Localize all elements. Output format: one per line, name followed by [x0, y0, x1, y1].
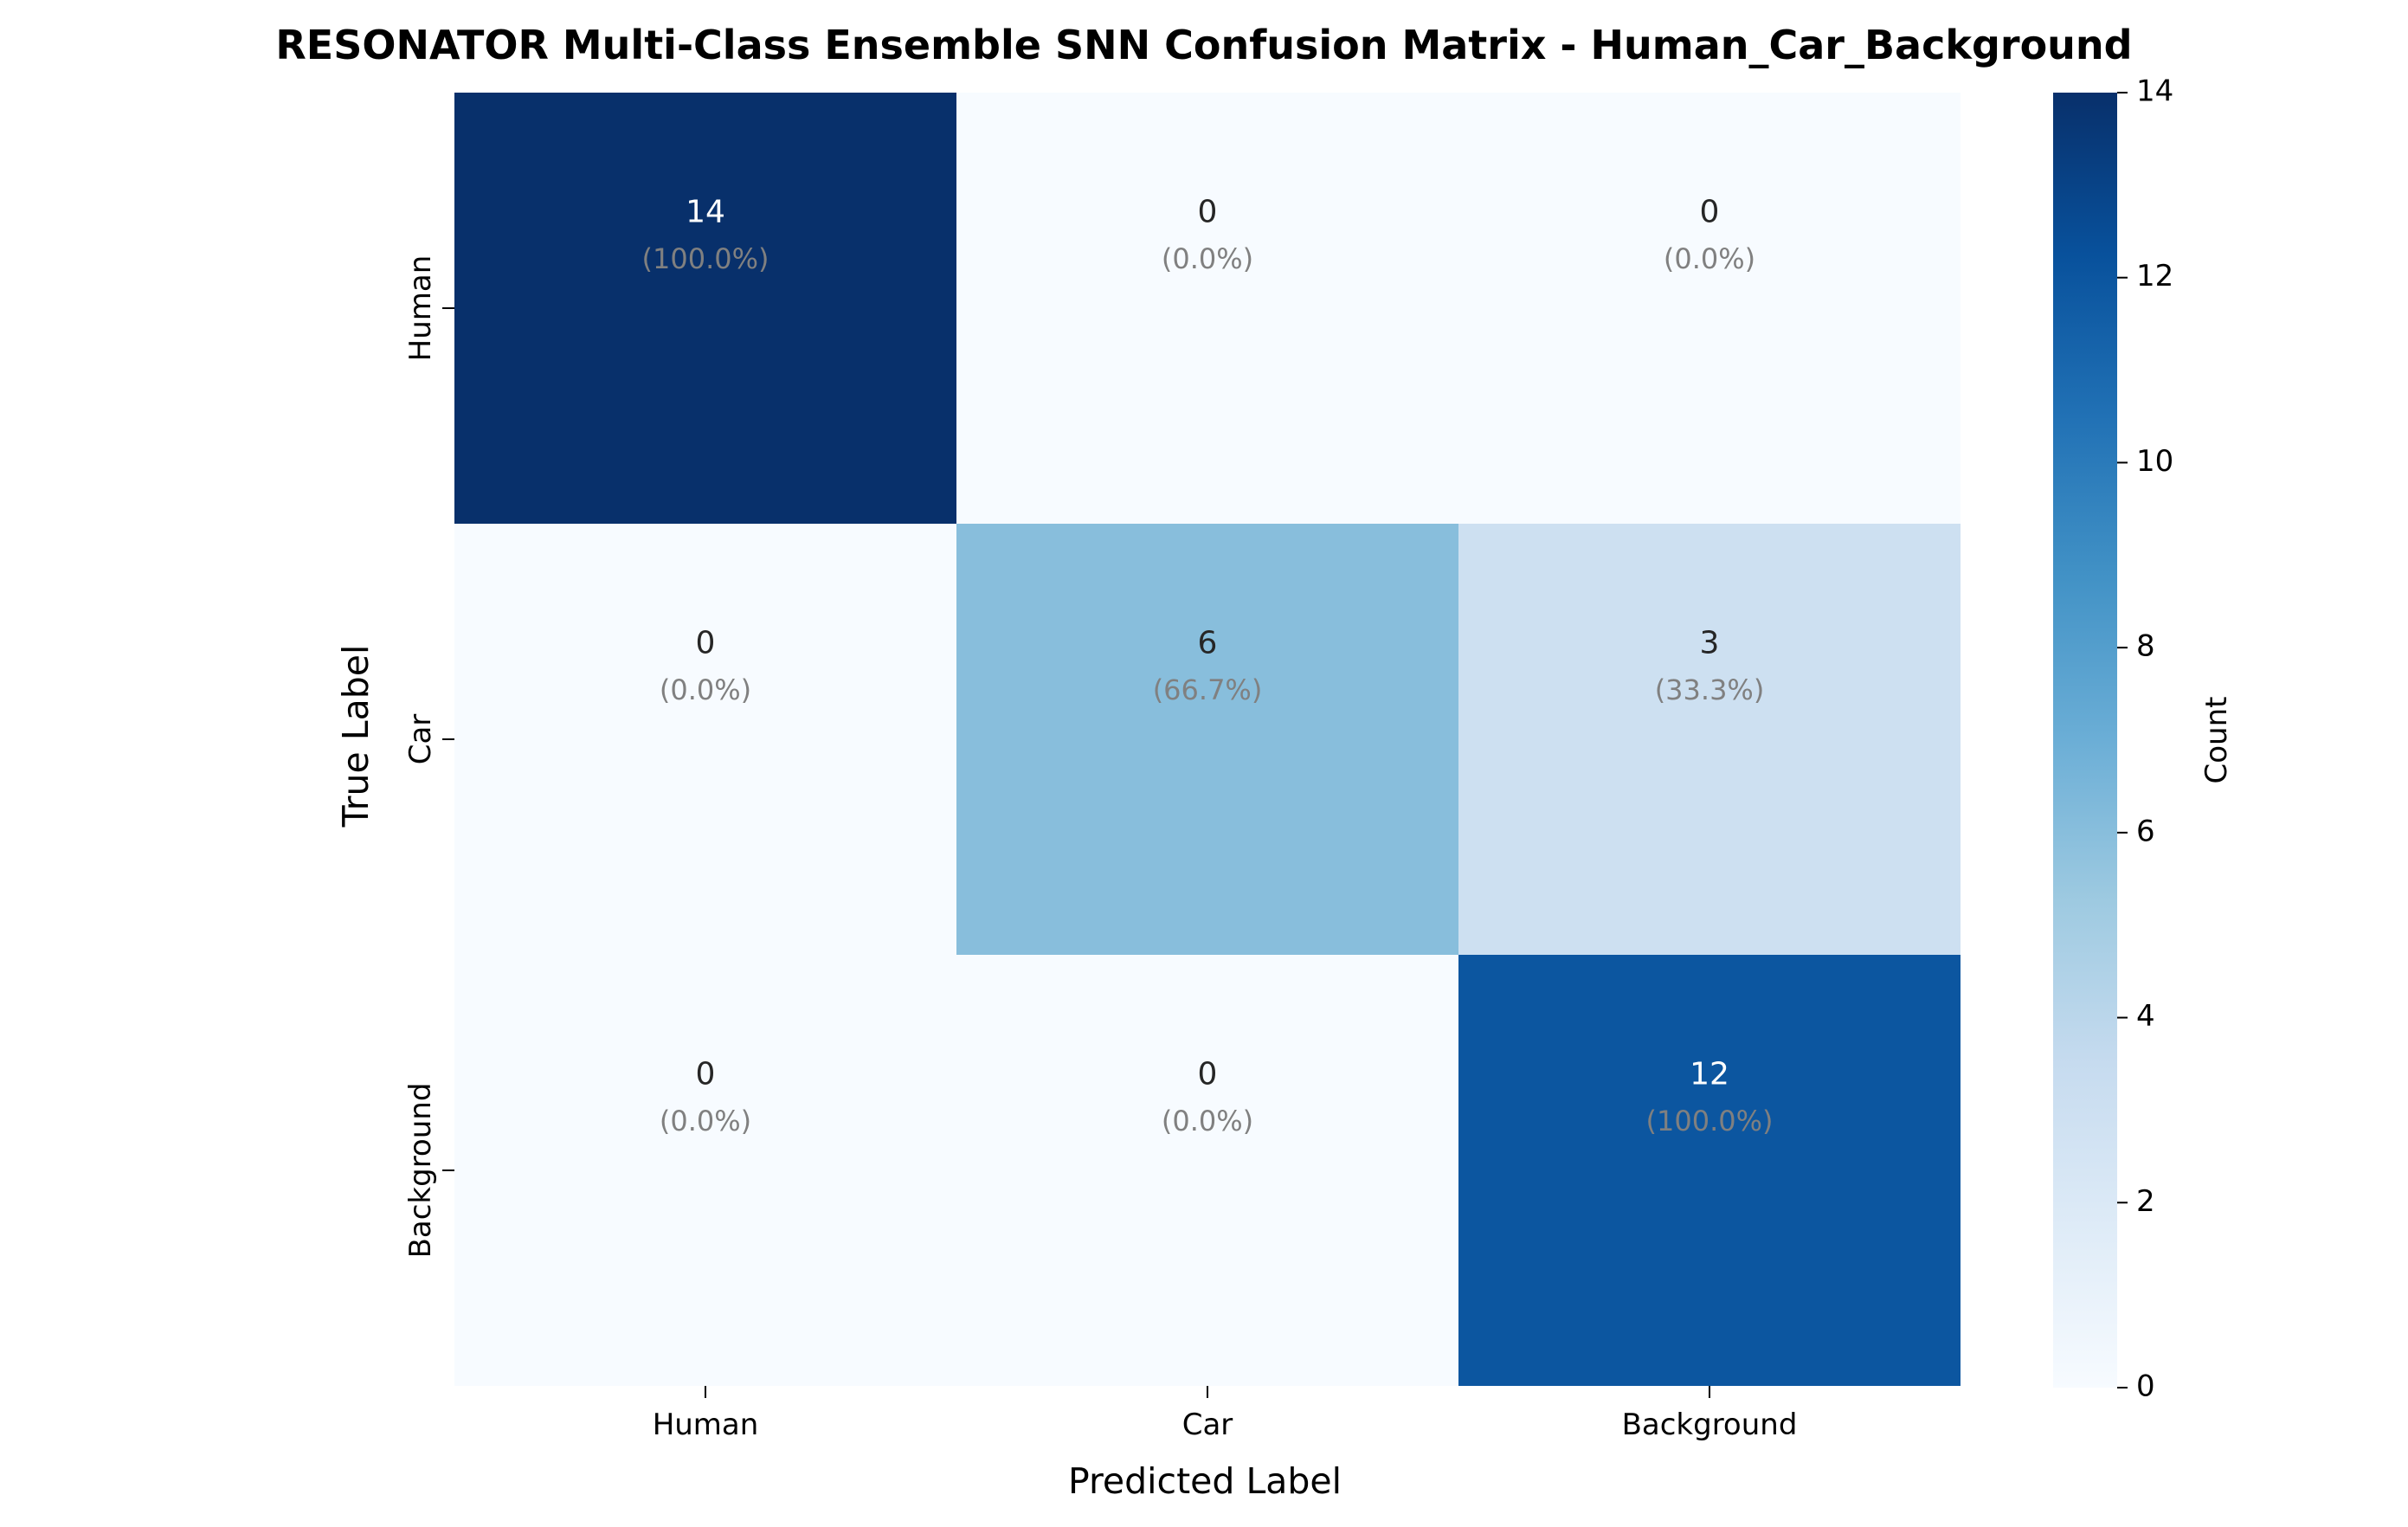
y-tick-label: Background: [403, 1083, 438, 1259]
colorbar-tick-label: 8: [2136, 629, 2155, 664]
cell-count-label: 3: [1700, 625, 1720, 660]
colorbar-tick-label: 4: [2136, 999, 2155, 1034]
cell-count-label: 14: [686, 194, 725, 229]
colorbar-tick-label: 12: [2136, 259, 2173, 293]
cell-count-label: 0: [1198, 1056, 1218, 1092]
y-tick-label: Human: [403, 255, 438, 362]
cell-count-label: 0: [1700, 194, 1720, 229]
heatmap-cell: [1458, 93, 1961, 524]
cell-percent-label: (100.0%): [1646, 1105, 1774, 1137]
cell-percent-label: (0.0%): [1162, 1105, 1253, 1137]
x-tick-label: Background: [1622, 1408, 1798, 1442]
heatmap-cell: [454, 524, 956, 955]
y-tick-label: Car: [403, 714, 438, 765]
heatmap-cell: [956, 93, 1458, 524]
cell-percent-label: (66.7%): [1153, 673, 1263, 706]
heatmap-cell: [454, 93, 956, 524]
y-axis: Human Car Background: [403, 255, 454, 1259]
heatmap-cell: [956, 524, 1458, 955]
colorbar-ticks: 0 2 4 6 8 10 12 14: [2117, 74, 2173, 1404]
y-axis-label: True Label: [335, 645, 377, 828]
x-axis: Human Car Background: [653, 1386, 1798, 1442]
colorbar-tick-label: 2: [2136, 1184, 2155, 1219]
colorbar-label: Count: [2199, 697, 2234, 784]
cell-percent-label: (100.0%): [642, 242, 769, 275]
cell-count-label: 0: [1198, 194, 1218, 229]
colorbar: [2053, 93, 2117, 1388]
chart-title: RESONATOR Multi-Class Ensemble SNN Confu…: [275, 22, 2132, 68]
cell-count-label: 6: [1198, 625, 1218, 660]
x-tick-label: Car: [1182, 1408, 1233, 1442]
cell-percent-label: (0.0%): [660, 673, 751, 706]
x-tick-label: Human: [653, 1408, 759, 1442]
colorbar-tick-label: 6: [2136, 814, 2155, 848]
x-axis-label: Predicted Label: [1068, 1460, 1342, 1502]
colorbar-tick-label: 10: [2136, 444, 2173, 479]
heatmap-cells: 14 (100.0%) 0 (0.0%) 0 (0.0%) 0 (0.0%) 6 (66.7%) 3…: [454, 93, 1961, 1386]
colorbar-tick-label: 0: [2136, 1369, 2155, 1404]
heatmap-cell: [1458, 524, 1961, 955]
heatmap-cell: [1458, 955, 1961, 1386]
cell-percent-label: (0.0%): [1664, 242, 1755, 275]
cell-count-label: 0: [696, 625, 716, 660]
heatmap-cell: [454, 955, 956, 1386]
cell-count-label: 0: [696, 1056, 716, 1092]
cell-count-label: 12: [1690, 1056, 1729, 1092]
cell-percent-label: (0.0%): [660, 1105, 751, 1137]
heatmap-cell: [956, 955, 1458, 1386]
cell-percent-label: (0.0%): [1162, 242, 1253, 275]
colorbar-tick-label: 14: [2136, 74, 2173, 109]
cell-percent-label: (33.3%): [1655, 673, 1765, 706]
